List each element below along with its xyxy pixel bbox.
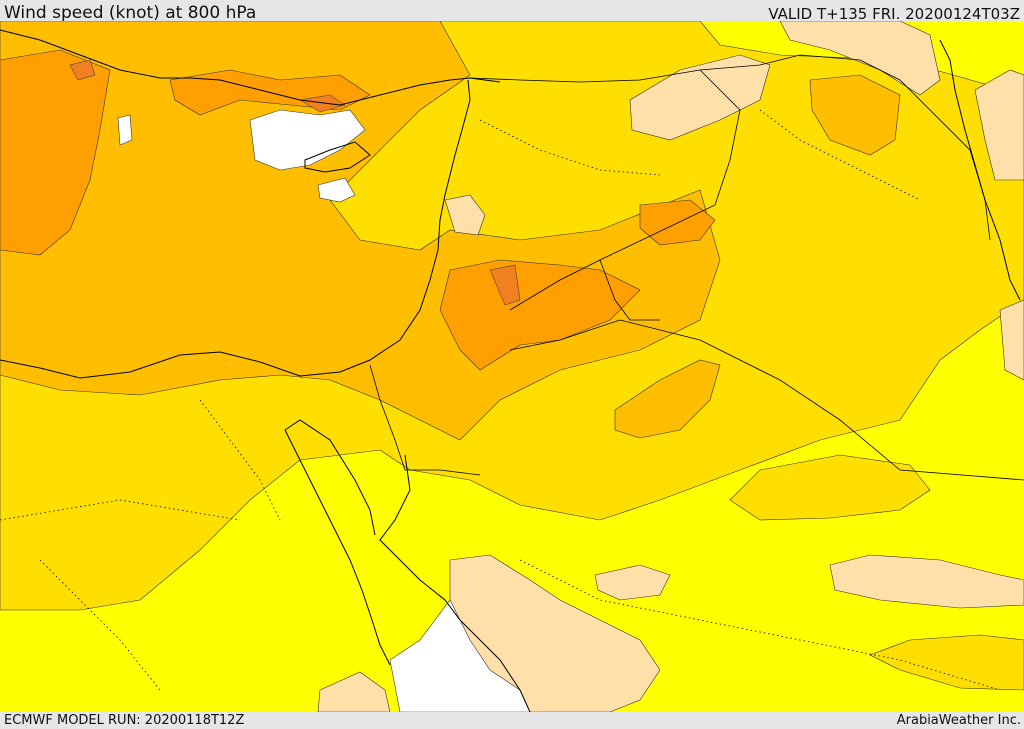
field-highest-1 [69,59,96,81]
admin-dotted-2 [39,559,161,691]
coastline-cyprus [304,141,371,173]
admin-dotted-6 [199,399,281,521]
admin-dotted-1 [0,499,241,521]
border-syria-iraq [509,69,741,311]
map-title: Wind speed (knot) at 800 hPa [4,3,257,23]
field-low-ne-1 [629,54,771,141]
model-run-label: ECMWF MODEL RUN: 20200118T12Z [4,713,245,728]
coastline-gulf-suez [284,419,376,536]
field-low-southwest [317,671,391,712]
field-low-ne-2 [779,21,941,96]
coastline-caspian [939,39,1021,301]
field-highest-2 [299,94,346,113]
field-medium-high-ne [809,74,901,156]
border-turkey-syria [469,54,801,83]
field-low-east-1 [829,554,1024,609]
field-low-ne-3 [974,69,1024,181]
field-lowest-anatolia [249,109,366,171]
border-egypt [369,364,481,476]
coastline-redsea-west [284,429,391,666]
wind-speed-map[interactable] [0,21,1024,712]
field-high-west [0,49,111,256]
admin-dotted-4 [759,109,921,201]
valid-time: VALID T+135 FRI. 20200124T03Z [768,5,1020,23]
border-jordan-saudi [509,319,1024,481]
field-low-s-blob [594,564,671,601]
map-canvas [0,21,1024,712]
field-highest-3 [489,264,521,306]
field-medium-east-1 [729,454,931,521]
field-medium-high-east [614,359,721,439]
field-low-e-edge [999,299,1024,381]
credit-label: ArabiaWeather Inc. [896,713,1021,728]
coastline-med-south [0,79,471,379]
map-footer: ECMWF MODEL RUN: 20200118T12Z ArabiaWeat… [0,712,1024,729]
coastline-redsea-east [379,454,531,712]
field-medium-east-2 [869,634,1024,691]
field-low-lebanon [444,194,486,236]
map-header: Wind speed (knot) at 800 hPa VALID T+135… [0,0,1024,23]
border-saudi-iraq [599,259,660,321]
border-iraq-iran [799,54,991,241]
coastline-anatolia [0,29,501,106]
field-lowest-redsea [389,599,531,712]
field-high-levant [439,259,641,371]
field-lowest-cyprus [317,177,356,203]
field-lowest-nw [117,114,133,146]
